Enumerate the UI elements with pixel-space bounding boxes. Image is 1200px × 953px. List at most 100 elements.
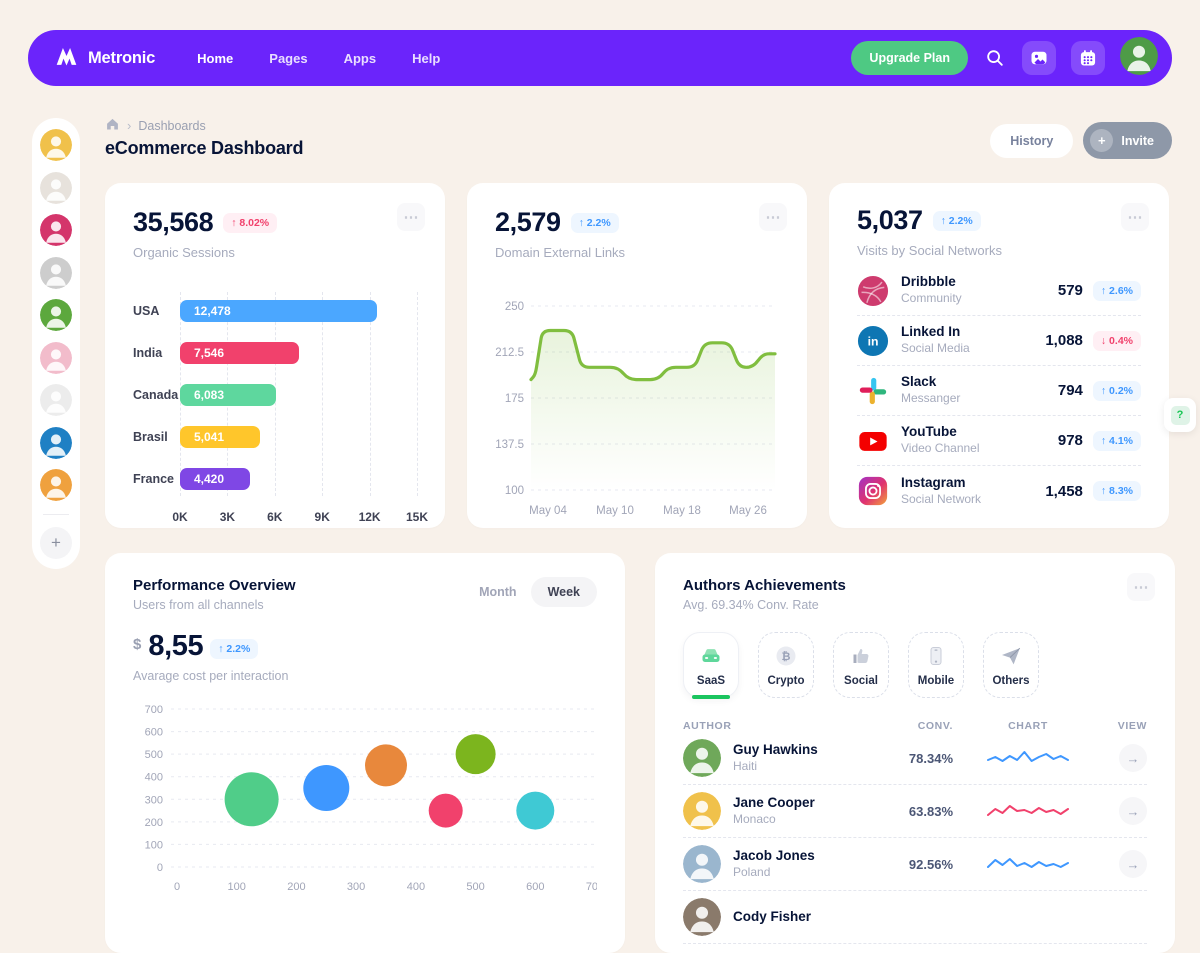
add-contact-button[interactable]: + xyxy=(40,527,72,559)
rail-avatar[interactable] xyxy=(40,256,72,289)
author-avatar xyxy=(683,845,721,883)
plus-icon: + xyxy=(1090,129,1114,152)
rail-avatar[interactable] xyxy=(40,341,72,374)
bar-label: Canada xyxy=(133,388,179,402)
active-indicator xyxy=(692,695,730,699)
calendar-icon[interactable] xyxy=(1071,41,1105,75)
social-row-dribbble[interactable]: Dribbble Community 579 ↑ 2.6% xyxy=(857,266,1141,316)
rail-avatar[interactable] xyxy=(40,171,72,204)
social-value: 978 xyxy=(1057,432,1083,449)
view-author-button[interactable]: → xyxy=(1119,850,1147,878)
social-value: 1,458 xyxy=(1045,482,1083,500)
rail-avatar[interactable] xyxy=(40,426,72,459)
social-value: 579 xyxy=(1057,282,1083,299)
dribbble-icon xyxy=(857,275,889,307)
car-icon xyxy=(699,644,723,668)
breadcrumb-item[interactable]: Dashboards xyxy=(138,118,206,133)
history-button[interactable]: History xyxy=(990,123,1074,158)
nav-item-apps[interactable]: Apps xyxy=(343,50,377,66)
invite-label: Invite xyxy=(1121,133,1154,148)
paper-plane-icon xyxy=(999,644,1023,668)
column-header-view: VIEW xyxy=(1117,720,1147,732)
column-header-author: AUTHOR xyxy=(683,720,732,732)
rail-avatar[interactable] xyxy=(40,384,72,416)
bar-canada[interactable]: 6,083 xyxy=(180,384,277,406)
svg-text:May 10: May 10 xyxy=(596,505,634,517)
month-toggle[interactable]: Month xyxy=(479,585,517,599)
search-icon[interactable] xyxy=(983,46,1007,70)
card-menu-icon[interactable]: ⋯ xyxy=(1127,573,1155,601)
filter-label: SaaS xyxy=(696,674,726,687)
bar-row-brasil: Brasil 5,041 xyxy=(133,426,417,448)
column-header-chart: CHART xyxy=(1008,720,1048,732)
svg-text:500: 500 xyxy=(466,881,484,893)
svg-text:May 26: May 26 xyxy=(729,505,767,517)
svg-text:400: 400 xyxy=(145,772,163,784)
rail-avatar[interactable] xyxy=(40,129,72,161)
social-name: Slack xyxy=(901,374,937,390)
social-name: Instagram xyxy=(901,474,966,490)
user-avatar[interactable] xyxy=(1120,36,1158,75)
bar-track: 4,420 xyxy=(180,468,417,490)
rail-avatar[interactable] xyxy=(40,214,72,246)
upgrade-plan-button[interactable]: Upgrade Plan xyxy=(851,41,968,75)
social-value: 1,088 xyxy=(1045,332,1083,349)
bar-usa[interactable]: 12,478 xyxy=(180,300,378,322)
author-name: Cody Fisher xyxy=(733,909,812,925)
bar-india[interactable]: 7,546 xyxy=(180,342,300,364)
bar-value: 12,478 xyxy=(194,304,231,318)
social-row-slack[interactable]: Slack Messanger 794 ↑ 0.2% xyxy=(857,366,1141,416)
social-subtitle: Social Network xyxy=(901,491,982,506)
svg-text:100: 100 xyxy=(505,485,524,497)
help-floating-button[interactable]: ? xyxy=(1164,398,1196,432)
nav-item-help[interactable]: Help xyxy=(412,50,441,66)
filter-label: Others xyxy=(992,674,1030,687)
nav-item-pages[interactable]: Pages xyxy=(269,50,308,66)
social-row-youtube[interactable]: YouTube Video Channel 978 ↑ 4.1% xyxy=(857,416,1141,466)
social-subtitle: Video Channel xyxy=(901,441,980,456)
view-author-button[interactable]: → xyxy=(1119,744,1147,772)
invite-button[interactable]: + Invite xyxy=(1083,122,1172,159)
currency-symbol: $ xyxy=(133,636,142,653)
filter-tile-others[interactable]: Others xyxy=(983,632,1039,698)
brand[interactable]: Metronic xyxy=(54,45,155,72)
filter-tile-saas[interactable]: SaaS xyxy=(683,632,739,699)
slack-icon xyxy=(857,375,889,407)
authors-table: Guy Hawkins Haiti 78.34% → Jane Cooper M… xyxy=(683,732,1147,944)
social-name: Linked In xyxy=(901,324,961,340)
media-icon[interactable] xyxy=(1022,41,1056,75)
user-avatar[interactable] xyxy=(1120,36,1158,80)
card-menu-icon[interactable]: ⋯ xyxy=(759,203,787,231)
filter-tile-mobile[interactable]: Mobile xyxy=(908,632,964,698)
help-icon: ? xyxy=(1170,405,1190,425)
author-name: Jacob Jones xyxy=(733,848,815,864)
filter-tile-social[interactable]: Social xyxy=(833,632,889,698)
svg-text:0: 0 xyxy=(174,881,180,893)
x-axis-tick: 3K xyxy=(219,510,236,524)
svg-text:₿: ₿ xyxy=(782,650,791,663)
home-icon[interactable] xyxy=(105,117,120,134)
svg-text:0: 0 xyxy=(157,862,163,874)
social-visits-value: 5,037 xyxy=(857,205,923,235)
svg-text:500: 500 xyxy=(145,749,163,761)
week-toggle[interactable]: Week xyxy=(530,577,597,607)
filter-tile-crypto[interactable]: ₿ Crypto xyxy=(758,632,814,698)
social-delta-badge: ↑ 4.1% xyxy=(1092,430,1141,451)
domain-links-card: ⋯ 2,579 ↑ 2.2% Domain External Links 250… xyxy=(467,183,807,528)
bar-france[interactable]: 4,420 xyxy=(180,468,250,490)
card-menu-icon[interactable]: ⋯ xyxy=(1121,203,1149,231)
card-menu-icon[interactable]: ⋯ xyxy=(397,203,425,231)
bar-row-india: India 7,546 xyxy=(133,342,417,364)
nav-item-home[interactable]: Home xyxy=(197,50,234,66)
linkedin-icon: in xyxy=(857,325,889,357)
bar-brasil[interactable]: 5,041 xyxy=(180,426,260,448)
x-axis-tick: 6K xyxy=(267,510,283,524)
social-row-linked-in[interactable]: in Linked In Social Media 1,088 ↓ 0.4% xyxy=(857,316,1141,366)
rail-divider xyxy=(43,513,69,515)
rail-avatar[interactable] xyxy=(40,299,72,331)
view-author-button[interactable]: → xyxy=(1119,797,1147,825)
rail-avatar[interactable] xyxy=(40,469,72,501)
contacts-rail: + xyxy=(32,118,80,569)
author-conversion: 92.56% xyxy=(908,856,953,872)
social-row-instagram[interactable]: Instagram Social Network 1,458 ↑ 8.3% xyxy=(857,466,1141,516)
